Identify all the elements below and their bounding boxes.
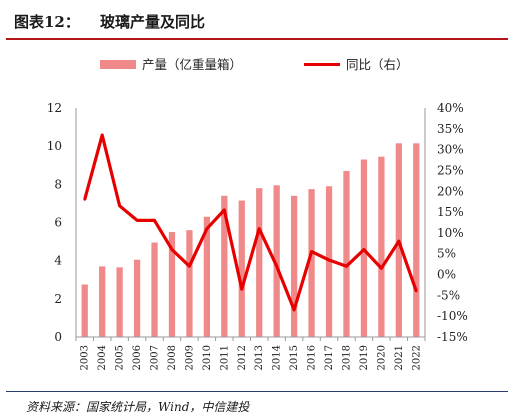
right-tick-label: 30% [437, 143, 464, 157]
line-point [205, 227, 209, 230]
line-point [380, 267, 383, 270]
right-tick-label: 20% [437, 184, 464, 198]
x-tick-label: 2013 [254, 345, 265, 370]
line-point [135, 219, 139, 222]
right-tick-label: -10% [437, 309, 468, 323]
line-point [153, 219, 156, 222]
x-tick-label: 2015 [289, 345, 300, 370]
x-tick-label: 2010 [202, 345, 213, 370]
x-tick-label: 2006 [132, 345, 143, 370]
line-point [292, 308, 296, 312]
bar [186, 230, 193, 337]
right-tick-label: 10% [437, 226, 464, 240]
bar [133, 259, 141, 337]
x-tick-label: 2021 [394, 345, 405, 370]
left-tick-label: 2 [54, 292, 62, 306]
left-tick-label: 8 [54, 177, 62, 191]
line-point [310, 250, 313, 253]
x-tick-label: 2008 [167, 345, 178, 370]
line-point [100, 133, 104, 137]
bar [151, 242, 158, 337]
line-point [327, 258, 331, 262]
x-tick-label: 2009 [184, 345, 195, 370]
x-tick-label: 2020 [376, 345, 387, 370]
bar [203, 216, 211, 337]
x-tick-label: 2012 [237, 345, 248, 370]
line-point [83, 198, 86, 201]
x-tick-label: 2003 [80, 345, 91, 370]
right-tick-label: 15% [437, 205, 464, 219]
line-point [275, 265, 278, 268]
line-point [415, 290, 418, 293]
line-point [188, 265, 191, 268]
bar [221, 195, 228, 337]
x-tick-label: 2016 [307, 345, 318, 370]
bar [273, 185, 280, 337]
legend-line-label: 同比（右） [346, 57, 409, 72]
axes [75, 108, 426, 341]
right-tick-label: 0% [437, 268, 456, 282]
line-point [362, 248, 366, 251]
line-path [83, 133, 418, 312]
line-point [258, 227, 261, 230]
legend: 产量（亿重量箱） 同比（右） [100, 57, 409, 72]
x-tick-label: 2005 [115, 345, 126, 370]
legend-bar-swatch [100, 60, 136, 69]
line-series [83, 133, 418, 312]
bar [99, 266, 106, 337]
source-note: 资料来源：国家统计局，Wind，中信建投 [26, 400, 250, 414]
left-tick-label: 0 [54, 330, 62, 344]
x-tick-label: 2022 [411, 345, 422, 370]
right-tick-label: -5% [437, 288, 460, 302]
x-tick-label: 2014 [272, 345, 283, 370]
x-axis-ticks: 2003 2004 2005 2006 2007 2008 2009 2010 2011 2012… [80, 345, 423, 370]
left-tick-label: 6 [54, 216, 62, 230]
right-tick-label: 25% [437, 163, 464, 177]
right-tick-label: 40% [437, 101, 464, 115]
x-tick-label: 2018 [341, 345, 352, 370]
x-tick-label: 2004 [97, 345, 108, 370]
right-tick-label: -15% [437, 330, 468, 344]
figure-label: 图表12： [14, 13, 80, 31]
bar [168, 232, 176, 337]
chart-title: 玻璃产量及同比 [100, 13, 206, 31]
x-tick-label: 2011 [219, 345, 230, 370]
left-tick-label: 10 [47, 139, 62, 153]
bar [290, 195, 298, 337]
right-axis-ticks: -15% -10% -5% 0% 5% 10% 15% 20% 25% 30% 35% 40% [437, 101, 468, 344]
chart: 产量（亿重量箱） 同比（右） 0 2 4 6 8 10 12 -15% -10% -5% 0% 5% 1… [47, 57, 468, 370]
line-point [397, 240, 401, 243]
line-point [118, 204, 121, 208]
source-bar: 资料来源：国家统计局，Wind，中信建投 [6, 391, 508, 418]
right-tick-label: 5% [437, 247, 456, 261]
bar-series [81, 143, 420, 337]
title-bar: 图表12： 玻璃产量及同比 [6, 4, 508, 40]
x-tick-label: 2007 [150, 345, 161, 370]
x-tick-label: 2017 [324, 345, 335, 370]
x-tick-label: 2019 [359, 345, 370, 370]
legend-bar-label: 产量（亿重量箱） [142, 57, 242, 72]
left-tick-label: 12 [47, 101, 62, 115]
line-point [345, 265, 348, 268]
bar [81, 284, 88, 337]
bar [343, 170, 350, 337]
bar [116, 267, 123, 337]
bar [378, 156, 385, 337]
bar [308, 189, 315, 337]
bar [238, 200, 245, 337]
bar [256, 188, 263, 337]
left-tick-label: 4 [54, 254, 62, 268]
line-point [223, 208, 226, 212]
line-point [170, 248, 174, 251]
left-axis-ticks: 0 2 4 6 8 10 12 [47, 101, 63, 344]
bar [413, 143, 420, 337]
line-point [240, 287, 243, 291]
right-tick-label: 35% [437, 122, 464, 136]
